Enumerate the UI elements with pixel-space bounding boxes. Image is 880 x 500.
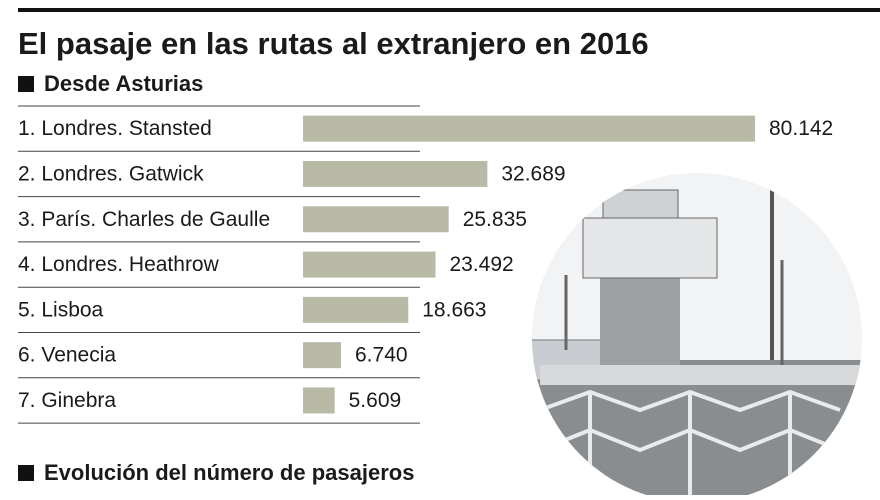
category-label: 1. Londres. Stansted — [18, 117, 212, 140]
bar — [303, 251, 436, 278]
top-rule — [18, 8, 880, 12]
subtitle: Desde Asturias — [44, 71, 203, 96]
category-label: 4. Londres. Heathrow — [18, 253, 220, 276]
bar — [303, 115, 755, 142]
value-label: 80.142 — [769, 117, 833, 140]
value-label: 18.663 — [422, 298, 486, 321]
value-label: 5.609 — [349, 389, 402, 412]
category-label: 2. Londres. Gatwick — [18, 162, 204, 185]
value-label: 23.492 — [449, 253, 513, 276]
category-label: 3. París. Charles de Gaulle — [18, 208, 270, 231]
value-label: 32.689 — [501, 162, 565, 185]
bullet — [18, 76, 34, 92]
bar — [303, 342, 342, 369]
category-label: 7. Ginebra — [18, 389, 116, 412]
bar — [303, 296, 409, 323]
bar — [303, 160, 488, 187]
bar — [303, 206, 449, 233]
category-label: 5. Lisboa — [18, 298, 104, 321]
category-label: 6. Venecia — [18, 344, 116, 367]
value-label: 6.740 — [355, 344, 408, 367]
chart-title: El pasaje en las rutas al extranjero en … — [18, 26, 649, 61]
airport-photo — [532, 173, 862, 500]
bullet — [18, 465, 34, 481]
section-heading: Evolución del número de pasajeros — [44, 460, 414, 485]
bar — [303, 387, 335, 414]
value-label: 25.835 — [463, 208, 527, 231]
